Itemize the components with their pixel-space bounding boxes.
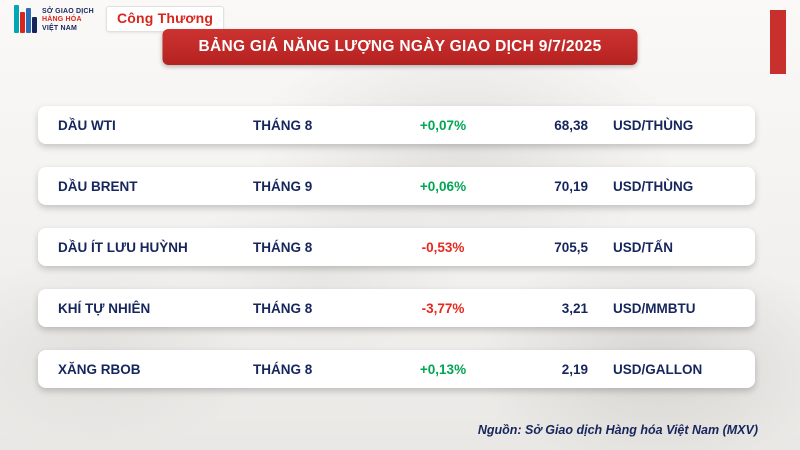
contract-month: THÁNG 8 <box>253 117 313 133</box>
change-percent: -3,77% <box>421 300 465 316</box>
commodity-name: DẦU ÍT LƯU HUỲNH <box>58 239 188 255</box>
title-banner: BẢNG GIÁ NĂNG LƯỢNG NGÀY GIAO DỊCH 9/7/2… <box>162 29 638 65</box>
table-row: DẦU ÍT LƯU HUỲNH THÁNG 8 -0,53% 705,5 US… <box>38 228 755 266</box>
congthuong-logo-text: Công Thương <box>116 10 214 26</box>
mxv-logo-line1: SỞ GIAO DỊCH <box>42 7 94 15</box>
change-percent: -0,53% <box>421 239 465 255</box>
contract-month: THÁNG 9 <box>253 178 313 194</box>
mxv-logo-line3: VIỆT NAM <box>42 24 78 32</box>
decorative-red-stripe <box>770 10 786 74</box>
commodity-name: XĂNG RBOB <box>58 361 141 377</box>
change-percent: +0,06% <box>419 178 467 194</box>
mxv-bars-icon <box>14 5 37 33</box>
commodity-name: DẦU WTI <box>58 117 116 133</box>
contract-month: THÁNG 8 <box>253 300 313 316</box>
price-value: 68,38 <box>554 117 588 133</box>
table-row: XĂNG RBOB THÁNG 8 +0,13% 2,19 USD/GALLON <box>38 350 755 388</box>
price-value: 70,19 <box>554 178 588 194</box>
mxv-logo: SỞ GIAO DỊCH HÀNG HÓA VIỆT NAM <box>14 5 94 33</box>
price-unit: USD/THÙNG <box>613 117 694 133</box>
price-unit: USD/THÙNG <box>613 178 694 194</box>
table-row: KHÍ TỰ NHIÊN THÁNG 8 -3,77% 3,21 USD/MMB… <box>38 289 755 327</box>
contract-month: THÁNG 8 <box>253 361 313 377</box>
mxv-logo-text: SỞ GIAO DỊCH HÀNG HÓA VIỆT NAM <box>42 8 94 33</box>
price-value: 2,19 <box>561 361 588 377</box>
table-row: DẦU BRENT THÁNG 9 +0,06% 70,19 USD/THÙNG <box>38 167 755 205</box>
change-percent: +0,13% <box>419 361 467 377</box>
price-unit: USD/MMBTU <box>613 300 696 316</box>
table-row: DẦU WTI THÁNG 8 +0,07% 68,38 USD/THÙNG <box>38 106 755 144</box>
price-table: DẦU WTI THÁNG 8 +0,07% 68,38 USD/THÙNG D… <box>38 106 755 388</box>
contract-month: THÁNG 8 <box>253 239 313 255</box>
page-title: BẢNG GIÁ NĂNG LƯỢNG NGÀY GIAO DỊCH 9/7/2… <box>198 38 602 55</box>
source-attribution: Nguồn: Sở Giao dịch Hàng hóa Việt Nam (M… <box>477 423 758 437</box>
mxv-logo-line2: HÀNG HÓA <box>42 16 82 24</box>
commodity-name: KHÍ TỰ NHIÊN <box>58 300 151 316</box>
price-value: 3,21 <box>561 300 588 316</box>
price-unit: USD/TẤN <box>613 239 673 255</box>
commodity-name: DẦU BRENT <box>58 178 138 194</box>
price-value: 705,5 <box>554 239 588 255</box>
change-percent: +0,07% <box>419 117 467 133</box>
price-unit: USD/GALLON <box>613 361 703 377</box>
